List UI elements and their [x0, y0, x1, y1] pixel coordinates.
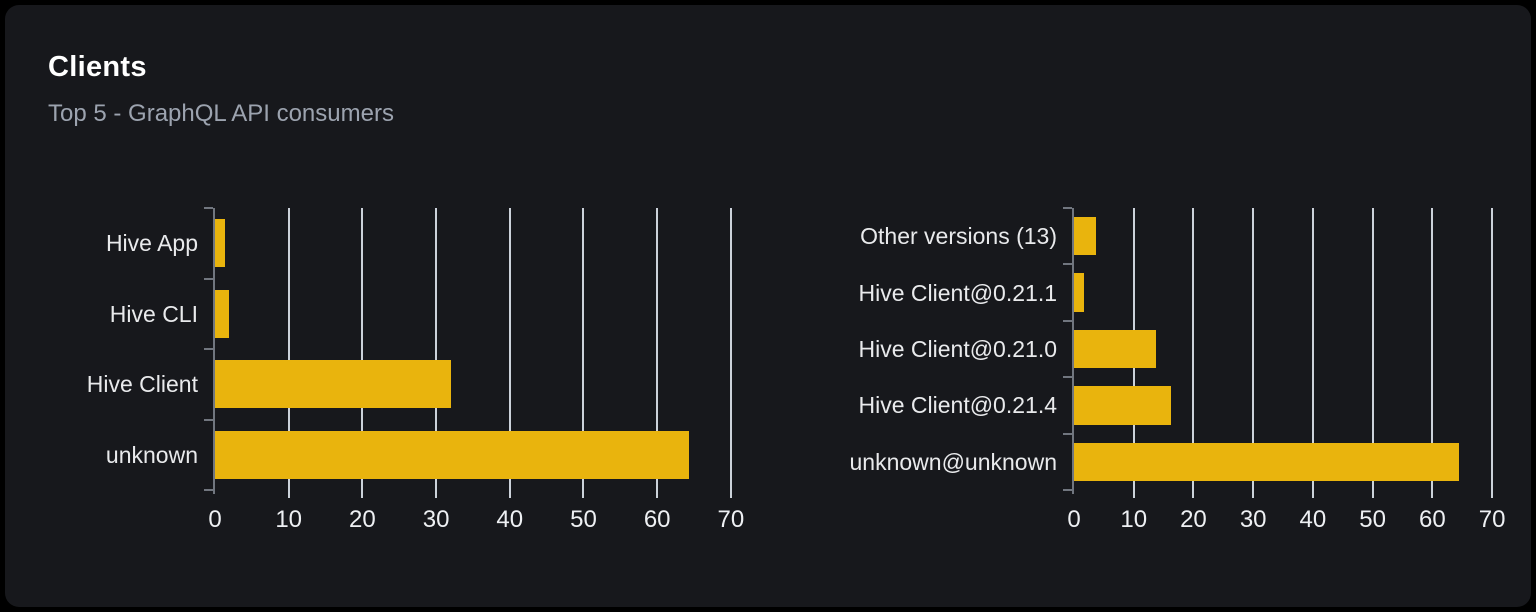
- x-axis-label-70: 70: [1478, 506, 1506, 533]
- gridline-30: [1252, 208, 1255, 490]
- category-label-1: Hive Client@0.21.1: [858, 279, 1058, 306]
- gridline-30: [435, 208, 438, 490]
- bar-unknown-unknown[interactable]: [1074, 442, 1459, 481]
- x-axis-label-10: 10: [275, 506, 303, 533]
- x-axis-label-40: 40: [496, 506, 524, 533]
- category-label-3: Hive Client@0.21.4: [858, 392, 1058, 419]
- x-axis-label-20: 20: [349, 506, 376, 533]
- x-axis-tick-30: [435, 490, 438, 498]
- x-axis-label-60: 60: [1418, 506, 1446, 533]
- y-axis-tick-2: [1063, 319, 1072, 322]
- y-axis-tick-2: [204, 348, 213, 350]
- y-axis-line: [1072, 208, 1074, 494]
- bar-hive-cli[interactable]: [215, 289, 229, 338]
- x-axis-tick-70: [729, 490, 732, 498]
- card-subtitle: Top 5 - GraphQL API consumers: [48, 100, 394, 127]
- clients-card: Clients Top 5 - GraphQL API consumers: [5, 5, 1531, 607]
- x-axis-tick-60: [656, 490, 659, 498]
- x-axis-tick-40: [508, 490, 511, 498]
- y-axis-tick-0: [204, 207, 213, 209]
- bar-hive-app[interactable]: [215, 219, 226, 268]
- y-axis-tick-3: [204, 418, 213, 421]
- category-label-3: unknown: [105, 441, 198, 468]
- bar-hive-client-0.21.4[interactable]: [1074, 386, 1172, 425]
- y-axis-tick-0: [1063, 207, 1072, 209]
- x-axis-label-0: 0: [1067, 506, 1081, 533]
- x-axis-label-70: 70: [717, 506, 745, 533]
- x-axis-label-50: 50: [570, 506, 597, 533]
- bar-hive-client-0.21.0[interactable]: [1074, 329, 1156, 369]
- x-axis-tick-10: [1132, 490, 1135, 498]
- gridline-20: [361, 208, 364, 490]
- x-axis-label-0: 0: [208, 506, 222, 533]
- x-axis-label-10: 10: [1120, 506, 1148, 533]
- bar-hive-client-0.21.1[interactable]: [1074, 273, 1085, 312]
- category-label-0: Other versions (13): [860, 223, 1057, 250]
- gridline-50: [1371, 208, 1374, 490]
- x-axis-label-20: 20: [1180, 506, 1207, 533]
- y-axis-tick-1: [204, 277, 213, 280]
- x-axis-tick-10: [287, 490, 290, 498]
- category-label-2: Hive Client: [86, 371, 198, 398]
- gridline-20: [1192, 208, 1195, 490]
- bar-hive-client[interactable]: [215, 360, 451, 409]
- x-axis-tick-50: [582, 490, 585, 498]
- gridline-60: [1431, 208, 1434, 490]
- card-title: Clients: [48, 51, 147, 83]
- x-axis-tick-20: [361, 490, 364, 498]
- x-axis-tick-50: [1371, 490, 1374, 498]
- category-label-4: unknown@unknown: [849, 448, 1057, 475]
- bar-other-versions-13-[interactable]: [1074, 217, 1097, 256]
- y-axis-tick-5: [1063, 489, 1072, 491]
- gridline-60: [656, 208, 659, 490]
- x-axis-label-50: 50: [1359, 506, 1386, 533]
- y-axis-line: [213, 208, 215, 494]
- y-axis-tick-4: [1063, 432, 1072, 435]
- gridline-50: [582, 208, 585, 490]
- x-axis-tick-60: [1431, 490, 1434, 498]
- x-axis-tick-40: [1311, 490, 1314, 498]
- y-axis-tick-1: [1063, 263, 1072, 266]
- y-axis-tick-3: [1063, 376, 1072, 379]
- y-axis-tick-4: [204, 489, 213, 491]
- gridline-40: [508, 208, 511, 490]
- x-axis-tick-70: [1491, 490, 1494, 498]
- category-label-0: Hive App: [105, 230, 198, 257]
- gridline-10: [287, 208, 290, 490]
- x-axis-tick-30: [1252, 490, 1255, 498]
- x-axis-label-60: 60: [643, 506, 671, 533]
- x-axis-label-30: 30: [1239, 506, 1267, 533]
- x-axis-label-40: 40: [1299, 506, 1327, 533]
- x-axis-label-30: 30: [422, 506, 450, 533]
- gridline-40: [1311, 208, 1314, 490]
- x-axis-tick-20: [1192, 490, 1195, 498]
- bar-unknown[interactable]: [215, 430, 689, 479]
- gridline-70: [729, 208, 732, 490]
- gridline-70: [1491, 208, 1494, 490]
- category-label-2: Hive Client@0.21.0: [858, 336, 1058, 362]
- category-label-1: Hive CLI: [109, 300, 198, 327]
